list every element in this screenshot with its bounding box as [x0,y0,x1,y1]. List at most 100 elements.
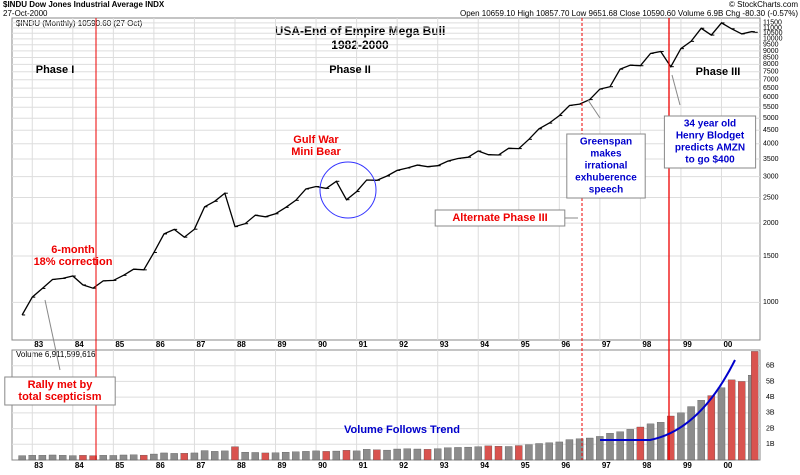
x-tick-label: 87 [196,461,205,470]
y-tick-label: 4B [766,394,775,401]
annotation-box [434,209,566,227]
x-tick-label: 86 [156,461,165,470]
volume-bar [444,447,452,461]
volume-bar [18,455,26,461]
y-tick-label: 2000 [763,220,779,227]
x-tick-label: 83 [34,340,43,349]
volume-bar [751,351,759,461]
annotation: total scepticism [18,391,101,403]
volume-bar [140,454,148,461]
x-tick-label: 98 [642,461,651,470]
volume-bar [515,445,523,461]
annotation: Mini Bear [291,146,341,158]
x-tick-label: 89 [278,461,287,470]
volume-bar [707,395,716,461]
y-tick-label: 1000 [763,299,779,306]
volume-bar [575,438,584,461]
volume-bar [383,449,391,461]
y-tick-label: 2B [766,425,775,432]
x-tick-label: 92 [399,461,408,470]
volume-bar [586,437,594,461]
volume-bar [667,415,675,461]
x-tick-label: 83 [34,461,43,470]
price-panel [11,17,761,341]
symbol: $INDU Dow Jones Industrial Average INDX [3,0,165,9]
x-tick-label: 96 [561,461,570,470]
x-tick-label: 99 [683,340,692,349]
price-line [21,22,755,316]
x-tick-label: 98 [642,340,651,349]
volume-bar [271,452,280,461]
y-tick-label: 1B [766,441,775,448]
x-tick-label: 95 [521,461,530,470]
credit: © StockCharts.com [729,0,798,9]
volume-bar [474,446,482,461]
x-tick-label: 89 [278,340,287,349]
volume-bar [555,441,564,461]
volume-bar [717,387,726,461]
volume-bar [393,448,401,461]
volume-bar [150,453,158,461]
volume-trend-curve [600,359,736,441]
x-tick-label: 88 [237,340,246,349]
volume-bar [322,451,330,461]
x-tick-label: 93 [440,340,449,349]
annotation-box [663,115,757,169]
quote: Open 10659.10 High 10857.70 Low 9651.68 … [460,9,798,18]
annotation: irrational [585,161,628,172]
x-tick-label: 93 [440,461,449,470]
volume-bar [626,429,634,461]
annotation-box [566,133,646,199]
volume-bar [433,448,442,461]
x-tick-label: 90 [318,340,327,349]
volume-bar [677,412,685,461]
y-tick-label: 4000 [763,141,779,148]
y-tick-label: 7000 [763,77,779,84]
volume-bar [221,450,229,461]
x-tick-label: 92 [399,340,408,349]
volume-bar [109,455,118,461]
volume-bar [89,455,97,461]
volume-bar [251,452,259,461]
volume-bar [423,449,432,461]
y-tick-label: 3B [766,410,775,417]
annotation: speech [589,185,623,196]
volume-bar [119,454,128,461]
volume-bar [525,444,533,461]
annotation: Phase I [36,64,75,76]
volume-bar [697,400,705,461]
annotation: Henry Blodget [676,131,745,142]
volume-bar [38,455,47,461]
arrow [587,99,601,119]
y-tick-label: 6500 [763,85,779,92]
x-tick-label: 97 [602,340,611,349]
annotation: to go $400 [685,155,735,166]
y-tick-label: 5000 [763,115,779,122]
volume-bar [281,451,290,461]
volume-bar [200,450,209,461]
volume-legend: Volume 6,911,599,616 [16,350,96,359]
x-tick-label: 84 [75,461,84,470]
x-tick-label: 87 [196,340,205,349]
volume-bar [606,433,614,461]
volume-bar [28,455,36,461]
annotation: predicts AMZN [675,143,745,154]
y-tick-label: 1500 [763,253,779,260]
arrow [44,299,61,371]
annotation: Alternate Phase III [452,212,547,224]
gulf-war-circle [319,161,377,219]
volume-bar [332,450,341,461]
volume-bar [565,439,574,461]
x-tick-label: 96 [561,340,570,349]
volume-bar [596,436,604,461]
volume-bar [241,451,249,461]
volume-bar [129,454,138,461]
annotation-box [4,376,116,406]
y-tick-label: 5500 [763,104,779,111]
x-tick-label: 84 [75,340,84,349]
volume-bar [504,446,513,461]
volume-bar [312,450,320,461]
volume-bar [302,451,310,461]
volume-bar [170,453,178,461]
